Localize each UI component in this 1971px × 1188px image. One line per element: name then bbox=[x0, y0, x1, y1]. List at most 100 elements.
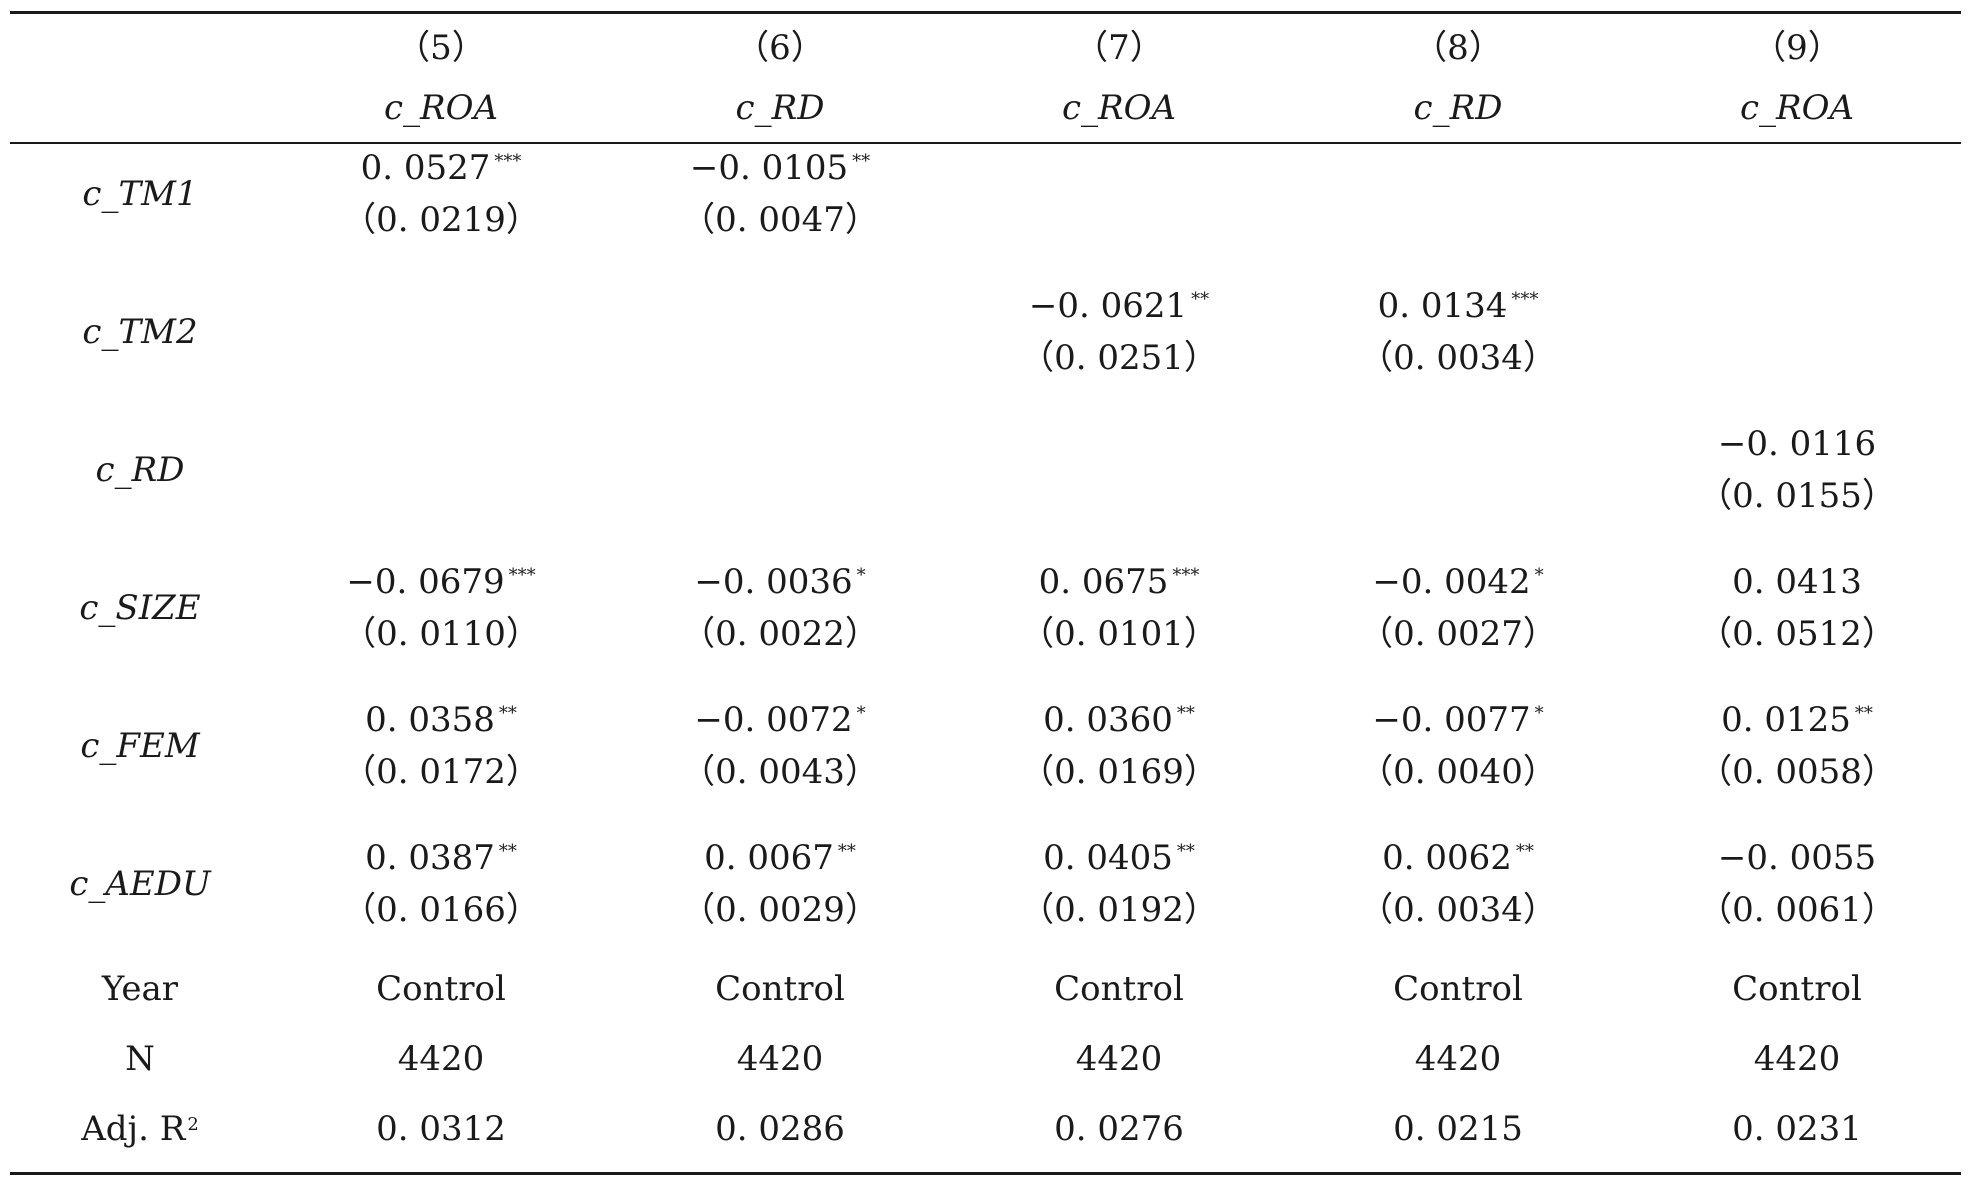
significance-stars: ** bbox=[852, 151, 871, 172]
coefficient: −0. 0077 * bbox=[1372, 700, 1543, 740]
column-number: （8） bbox=[1413, 28, 1503, 68]
coefficient: −0. 0679 *** bbox=[346, 562, 535, 602]
coefficient: 0. 0125 ** bbox=[1721, 700, 1873, 740]
footer-value: 0. 0276 bbox=[1054, 1109, 1184, 1149]
standard-error: （0. 0192） bbox=[1020, 890, 1218, 930]
row-label: c_RD bbox=[95, 450, 185, 490]
standard-error: （0. 0172） bbox=[342, 752, 540, 792]
coefficient-value: −0. 0116 bbox=[1717, 424, 1877, 464]
coefficient-value: 0. 0125 bbox=[1721, 700, 1851, 740]
standard-error: （0. 0169） bbox=[1020, 752, 1218, 792]
standard-error: （0. 0029） bbox=[681, 890, 879, 930]
significance-stars: * bbox=[1534, 565, 1544, 586]
column-number: （5） bbox=[396, 28, 486, 68]
footer-value: 4420 bbox=[1414, 1039, 1502, 1079]
significance-stars: ** bbox=[837, 841, 856, 862]
footer-value: 0. 0312 bbox=[376, 1109, 506, 1149]
row-label: c_FEM bbox=[80, 726, 200, 766]
coefficient-value: −0. 0077 bbox=[1372, 700, 1531, 740]
footer-label-text: Adj. R bbox=[81, 1109, 186, 1149]
standard-error: （0. 0101） bbox=[1020, 614, 1218, 654]
coefficient: −0. 0036 * bbox=[694, 562, 865, 602]
coefficient-value: 0. 0405 bbox=[1043, 838, 1173, 878]
significance-stars: ** bbox=[498, 841, 517, 862]
footer-label: N bbox=[125, 1039, 155, 1079]
column-number: （7） bbox=[1074, 28, 1164, 68]
footer-label-superscript: 2 bbox=[187, 1114, 199, 1135]
coefficient: −0. 0116 bbox=[1718, 424, 1876, 464]
dependent-variable: c_ROA bbox=[1739, 88, 1855, 128]
coefficient-value: 0. 0527 bbox=[360, 148, 491, 188]
footer-value: Control bbox=[1393, 969, 1523, 1009]
footer-value: 4420 bbox=[397, 1039, 485, 1079]
coefficient: −0. 0042 * bbox=[1372, 562, 1543, 602]
row-label: c_AEDU bbox=[69, 864, 211, 904]
standard-error: （0. 0110） bbox=[342, 614, 540, 654]
coefficient-value: 0. 0387 bbox=[365, 838, 495, 878]
coefficient: 0. 0527 *** bbox=[361, 148, 522, 188]
footer-value: Control bbox=[376, 969, 506, 1009]
footer-value: 0. 0231 bbox=[1732, 1109, 1862, 1149]
footer-label-text: N bbox=[125, 1039, 155, 1079]
coefficient-value: 0. 0067 bbox=[704, 838, 834, 878]
standard-error: （0. 0166） bbox=[342, 890, 540, 930]
dependent-variable: c_ROA bbox=[383, 88, 499, 128]
standard-error: （0. 0047） bbox=[681, 200, 879, 240]
coefficient-value: 0. 0062 bbox=[1382, 838, 1512, 878]
standard-error: （0. 0251） bbox=[1020, 338, 1218, 378]
header-bottom-rule bbox=[10, 142, 1961, 144]
significance-stars: ** bbox=[1854, 703, 1873, 724]
row-label: c_TM1 bbox=[82, 174, 198, 214]
significance-stars: * bbox=[856, 565, 866, 586]
significance-stars: ** bbox=[1176, 841, 1195, 862]
coefficient-value: −0. 0105 bbox=[689, 148, 849, 188]
standard-error: （0. 0027） bbox=[1359, 614, 1557, 654]
column-number: （6） bbox=[735, 28, 825, 68]
standard-error: （0. 0155） bbox=[1698, 476, 1896, 516]
coefficient-value: −0. 0036 bbox=[694, 562, 853, 602]
coefficient: −0. 0105 ** bbox=[690, 148, 870, 188]
coefficient: 0. 0413 bbox=[1732, 562, 1862, 602]
coefficient: 0. 0675 *** bbox=[1039, 562, 1200, 602]
coefficient-value: 0. 0360 bbox=[1043, 700, 1173, 740]
coefficient: 0. 0067 ** bbox=[704, 838, 856, 878]
coefficient-value: 0. 0134 bbox=[1377, 286, 1508, 326]
coefficient-value: −0. 0042 bbox=[1372, 562, 1531, 602]
standard-error: （0. 0034） bbox=[1359, 890, 1557, 930]
footer-value: 0. 0215 bbox=[1393, 1109, 1523, 1149]
coefficient-value: −0. 0679 bbox=[346, 562, 505, 602]
standard-error: （0. 0512） bbox=[1698, 614, 1896, 654]
footer-value: 4420 bbox=[1075, 1039, 1163, 1079]
significance-stars: *** bbox=[1511, 289, 1539, 310]
standard-error: （0. 0058） bbox=[1698, 752, 1896, 792]
coefficient: 0. 0360 ** bbox=[1043, 700, 1195, 740]
coefficient: −0. 0055 bbox=[1718, 838, 1876, 878]
significance-stars: * bbox=[1534, 703, 1544, 724]
significance-stars: ** bbox=[1515, 841, 1534, 862]
coefficient: 0. 0358 ** bbox=[365, 700, 517, 740]
coefficient: 0. 0387 ** bbox=[365, 838, 517, 878]
footer-value: Control bbox=[1054, 969, 1184, 1009]
significance-stars: * bbox=[856, 703, 866, 724]
table-bottom-rule bbox=[10, 1172, 1961, 1175]
footer-value: 0. 0286 bbox=[715, 1109, 845, 1149]
coefficient-value: 0. 0358 bbox=[365, 700, 495, 740]
coefficient-value: −0. 0621 bbox=[1028, 286, 1188, 326]
coefficient: 0. 0062 ** bbox=[1382, 838, 1534, 878]
coefficient: 0. 0405 ** bbox=[1043, 838, 1195, 878]
standard-error: （0. 0022） bbox=[681, 614, 879, 654]
significance-stars: ** bbox=[498, 703, 517, 724]
standard-error: （0. 0061） bbox=[1698, 890, 1896, 930]
standard-error: （0. 0040） bbox=[1359, 752, 1557, 792]
significance-stars: *** bbox=[494, 151, 522, 172]
footer-label: Year bbox=[102, 969, 178, 1009]
significance-stars: ** bbox=[1176, 703, 1195, 724]
coefficient-value: 0. 0675 bbox=[1038, 562, 1169, 602]
dependent-variable: c_RD bbox=[735, 88, 825, 128]
coefficient: −0. 0072 * bbox=[694, 700, 865, 740]
coefficient-value: −0. 0055 bbox=[1717, 838, 1877, 878]
footer-value: Control bbox=[715, 969, 845, 1009]
footer-value: 4420 bbox=[1753, 1039, 1841, 1079]
table-top-rule bbox=[10, 11, 1961, 14]
row-label: c_SIZE bbox=[79, 588, 201, 628]
